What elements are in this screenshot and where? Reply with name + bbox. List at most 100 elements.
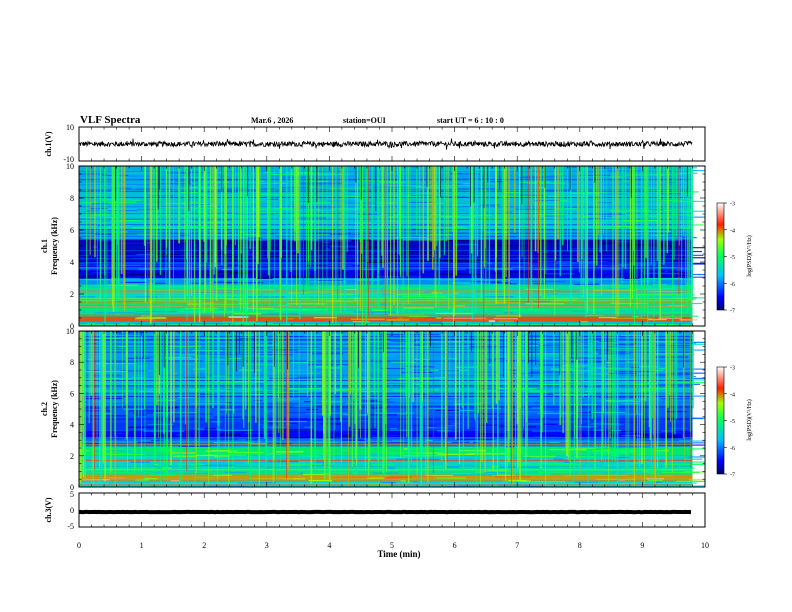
sferic-burst bbox=[562, 331, 564, 434]
sferic-burst bbox=[451, 166, 453, 233]
sferic-burst bbox=[96, 166, 98, 312]
sferic-burst bbox=[287, 331, 290, 472]
spectral-speckle bbox=[567, 357, 605, 359]
spectral-speckle bbox=[662, 200, 682, 202]
spectral-speckle bbox=[288, 292, 308, 294]
sferic-burst bbox=[612, 331, 614, 431]
dark-streak bbox=[499, 166, 501, 190]
ch3-ytick-middle: 0 bbox=[70, 506, 74, 515]
spectral-speckle bbox=[133, 204, 147, 206]
x-tick-label: 1 bbox=[140, 541, 144, 550]
sferic-burst bbox=[369, 331, 371, 463]
spectral-speckle bbox=[214, 455, 231, 457]
sferic-burst bbox=[240, 166, 242, 254]
dark-streak bbox=[559, 331, 561, 376]
spectral-speckle bbox=[267, 342, 272, 344]
spectral-speckle bbox=[554, 245, 560, 247]
sferic-burst bbox=[666, 166, 669, 254]
spectral-speckle bbox=[360, 456, 372, 458]
sferic-burst bbox=[153, 331, 156, 458]
spectral-speckle bbox=[215, 288, 247, 290]
spectral-speckle bbox=[556, 411, 588, 413]
spectral-speckle bbox=[626, 246, 645, 248]
sferic-burst bbox=[594, 331, 596, 471]
spectral-speckle bbox=[498, 466, 540, 468]
strong-sferic bbox=[240, 166, 241, 311]
spectral-speckle bbox=[487, 183, 499, 185]
spectral-speckle bbox=[454, 227, 467, 229]
strong-sferic bbox=[525, 331, 527, 466]
spectral-speckle bbox=[133, 313, 152, 315]
spectral-speckle bbox=[272, 295, 280, 297]
spectral-speckle bbox=[645, 278, 682, 280]
spectral-speckle bbox=[386, 466, 396, 468]
figure-title: VLF Spectra bbox=[80, 114, 141, 126]
spectral-speckle bbox=[539, 182, 566, 184]
spectral-speckle bbox=[242, 208, 249, 210]
spectral-speckle bbox=[135, 414, 147, 416]
spectral-speckle bbox=[112, 233, 156, 235]
sferic-burst bbox=[650, 331, 653, 485]
spectral-speckle bbox=[529, 390, 546, 392]
spectral-speckle bbox=[286, 318, 294, 320]
spectral-speckle bbox=[597, 263, 619, 265]
spectral-speckle bbox=[452, 307, 475, 309]
spectral-speckle bbox=[619, 281, 661, 283]
spectral-speckle bbox=[201, 193, 222, 195]
spectral-speckle bbox=[121, 208, 156, 211]
spectral-speckle bbox=[454, 366, 478, 368]
spectral-speckle bbox=[364, 400, 381, 402]
spectral-speckle bbox=[105, 285, 114, 287]
spectral-speckle bbox=[156, 170, 179, 172]
spectral-speckle bbox=[343, 460, 369, 462]
strong-sferic bbox=[99, 331, 100, 468]
sferic-burst bbox=[371, 166, 374, 297]
spectral-speckle bbox=[283, 255, 322, 257]
spectral-speckle bbox=[120, 370, 147, 372]
spectral-speckle bbox=[245, 439, 258, 441]
spectral-speckle bbox=[247, 237, 263, 239]
spectral-speckle bbox=[291, 168, 313, 170]
sferic-burst bbox=[194, 331, 196, 483]
strong-sferic bbox=[275, 331, 276, 483]
spectral-speckle bbox=[307, 269, 333, 271]
spectral-speckle bbox=[544, 470, 559, 472]
spectral-speckle bbox=[297, 376, 331, 378]
spectral-speckle bbox=[676, 480, 698, 482]
spectral-speckle bbox=[469, 440, 497, 442]
spectral-speckle bbox=[108, 482, 152, 484]
spectral-speckle bbox=[91, 448, 125, 450]
spectral-speckle bbox=[443, 170, 485, 172]
colorbar-tick-label: -4 bbox=[730, 228, 735, 234]
spectral-speckle bbox=[384, 382, 412, 385]
spectral-speckle bbox=[420, 321, 451, 323]
spectral-speckle bbox=[665, 270, 689, 272]
sferic-burst bbox=[636, 331, 638, 461]
sferic-burst bbox=[168, 166, 171, 300]
spectral-speckle bbox=[220, 362, 241, 364]
spectral-speckle bbox=[598, 242, 617, 244]
spectral-speckle bbox=[290, 201, 314, 203]
sferic-burst bbox=[554, 166, 557, 261]
sferic-burst bbox=[603, 166, 604, 234]
spectral-speckle bbox=[553, 458, 563, 460]
sferic-burst bbox=[521, 166, 523, 257]
spectral-speckle bbox=[80, 410, 113, 412]
ch1-ytick-bottom: -10 bbox=[63, 155, 74, 164]
spectral-speckle bbox=[170, 347, 181, 349]
strong-sferic bbox=[187, 166, 189, 297]
spectral-speckle bbox=[311, 452, 326, 455]
spectral-speckle bbox=[691, 480, 705, 483]
dark-streak bbox=[143, 331, 145, 358]
spectral-speckle bbox=[158, 206, 197, 209]
spectral-speckle bbox=[288, 320, 324, 322]
spectral-speckle bbox=[523, 474, 544, 476]
spectral-speckle bbox=[574, 460, 595, 462]
spectral-speckle bbox=[357, 240, 385, 242]
spectral-speckle bbox=[649, 245, 674, 247]
dark-streak bbox=[157, 166, 159, 210]
spectral-speckle bbox=[323, 166, 347, 168]
spectral-speckle bbox=[95, 450, 132, 452]
spectral-speckle bbox=[125, 357, 150, 359]
sferic-burst bbox=[567, 331, 570, 458]
